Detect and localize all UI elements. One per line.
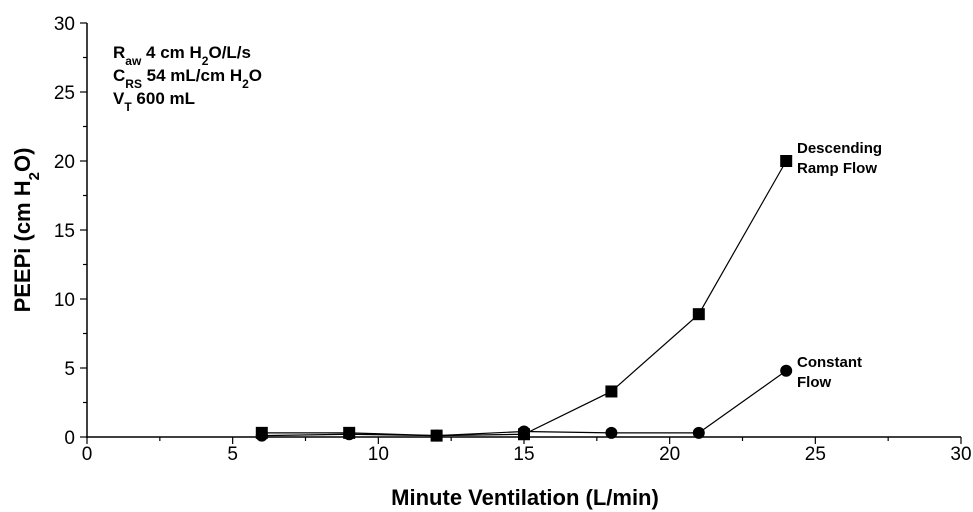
y-tick-label: 15 [54, 221, 75, 242]
circle-marker [255, 429, 268, 442]
annotation-part: V [113, 89, 125, 108]
circle-marker [430, 429, 443, 442]
square-marker [605, 385, 618, 398]
x-tick-label: 25 [805, 444, 826, 465]
x-tick-label: 10 [368, 444, 389, 465]
square-marker [780, 155, 793, 167]
series-label: Ramp Flow [797, 160, 877, 177]
annotation-crs: CRS 54 mL/cm H2O [113, 66, 262, 91]
x-tick-label: 15 [513, 444, 534, 465]
circle-marker [780, 364, 793, 377]
annotation-part: 2 [202, 54, 209, 68]
x-tick-label: 20 [659, 444, 680, 465]
y-tick-label: 10 [54, 290, 75, 311]
annotation-part: RS [125, 77, 142, 91]
x-tick-label: 30 [950, 444, 971, 465]
annotation-part: 2 [242, 77, 249, 91]
circle-marker [605, 426, 618, 439]
x-tick-label: 0 [82, 444, 93, 465]
series-label: Constant [797, 354, 862, 371]
annotation-part: T [124, 100, 132, 114]
y-axis-title-part: O) [10, 148, 35, 172]
annotation-vt: VT 600 mL [113, 89, 195, 114]
y-tick-label: 5 [64, 359, 75, 380]
x-tick-label: 5 [227, 444, 238, 465]
series-line [261, 160, 787, 437]
annotation-part: 600 mL [132, 89, 195, 108]
annotation-part: O/L/s [208, 43, 251, 62]
annotation-part: O [249, 66, 262, 85]
annotation-raw: Raw 4 cm H2O/L/s [113, 43, 251, 68]
circle-marker [692, 426, 705, 439]
y-axis-title: PEEPi (cm H2O) [10, 148, 43, 313]
series-layer [255, 155, 793, 442]
y-tick-label: 20 [54, 152, 75, 173]
y-tick-label: 30 [54, 14, 75, 35]
annotation-part: aw [125, 54, 142, 68]
series-label: Descending [797, 140, 882, 157]
square-marker [692, 308, 705, 321]
circle-marker [343, 428, 356, 441]
y-tick-label: 0 [64, 428, 75, 449]
series-label: Flow [797, 374, 831, 391]
y-tick-label: 25 [54, 83, 75, 104]
annotation-part: 54 mL/cm H [142, 66, 242, 85]
annotation-part: 4 cm H [141, 43, 201, 62]
annotation-part: R [113, 43, 125, 62]
y-axis-title-part: 2 [26, 172, 43, 180]
annotation-part: C [113, 66, 125, 85]
circle-marker [518, 425, 530, 438]
y-axis-title-part: PEEPi (cm H [10, 180, 35, 312]
x-axis-title: Minute Ventilation (L/min) [391, 485, 659, 510]
